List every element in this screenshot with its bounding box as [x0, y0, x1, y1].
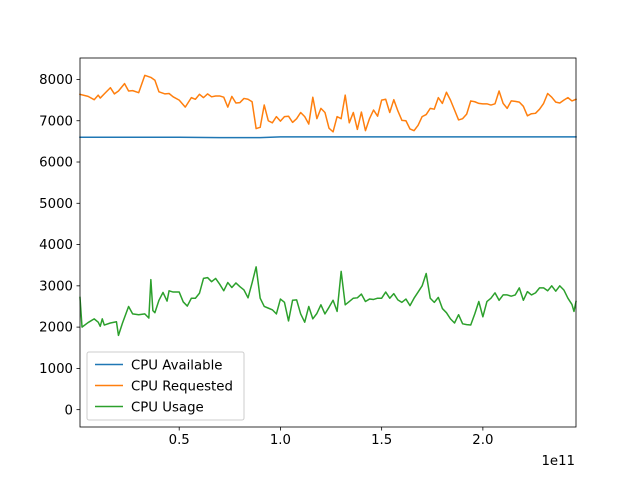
y-tick-label: 4000: [39, 238, 73, 253]
legend-label-cpu-usage: CPU Usage: [131, 401, 204, 416]
y-tick-label: 0: [65, 403, 73, 418]
legend-label-cpu-available: CPU Available: [131, 359, 222, 374]
legend-box: [86, 351, 245, 421]
x-axis: 0.5 1.0 1.5 2.0: [169, 427, 493, 448]
y-tick-label: 5000: [39, 197, 73, 212]
x-offset-label: 1e11: [541, 454, 575, 469]
y-tick-label: 8000: [39, 73, 73, 88]
y-tick-label: 7000: [39, 114, 73, 129]
x-tick-label: 2.0: [472, 433, 493, 448]
plot-frame: [79, 57, 577, 428]
y-tick-label: 2000: [39, 321, 73, 336]
legend: CPU Available CPU Requested CPU Usage: [86, 351, 245, 421]
x-tick-label: 1.0: [270, 433, 291, 448]
series-line-cpu-available: [79, 136, 577, 139]
series-layer: [79, 74, 577, 337]
y-tick-label: 3000: [39, 279, 73, 294]
x-tick-label: 0.5: [169, 433, 190, 448]
y-axis: 0 1000 2000 3000 4000 5000 6000 7000 8000: [39, 73, 80, 418]
y-tick-label: 1000: [39, 362, 73, 377]
series-line-cpu-usage: [79, 266, 577, 337]
series-line-cpu-requested: [79, 74, 577, 133]
legend-label-cpu-requested: CPU Requested: [131, 380, 233, 395]
x-tick-label: 1.5: [371, 433, 392, 448]
y-tick-label: 6000: [39, 156, 73, 171]
